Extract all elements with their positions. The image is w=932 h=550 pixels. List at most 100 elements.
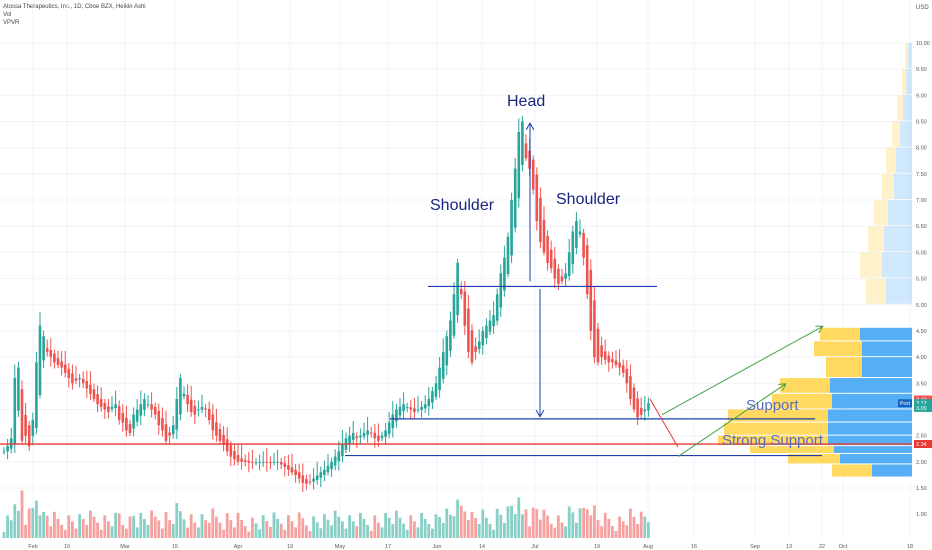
candle-body [618, 362, 621, 368]
volume-bar [283, 529, 287, 538]
candle-body [236, 455, 240, 462]
candle-body [456, 262, 459, 315]
candle-body [135, 409, 139, 422]
volume-bar [643, 516, 647, 538]
candle-body [175, 399, 179, 430]
volume-bar [474, 518, 477, 538]
candle-body [452, 294, 456, 336]
price-tick: 1.00 [916, 512, 927, 518]
price-tick: 6.00 [916, 250, 927, 256]
volume-bar [333, 510, 337, 538]
volume-bar [575, 522, 578, 538]
candle-body [164, 424, 168, 441]
volume-bar [204, 520, 207, 538]
profile-down-bar [832, 464, 872, 477]
candle-body [369, 432, 373, 434]
candle-body [315, 475, 319, 481]
volume-bar [200, 514, 204, 538]
volume-bar [150, 510, 153, 538]
candle-body [2, 451, 6, 453]
volume-bar [229, 520, 233, 538]
candle-body [204, 408, 207, 410]
candle-body [45, 348, 49, 352]
price-axis: USD1.001.502.002.503.003.504.004.505.005… [898, 0, 932, 550]
profile-down-bar [860, 252, 882, 278]
price-tick: 7.50 [916, 172, 927, 178]
price-tick: 2.50 [916, 434, 927, 440]
price-tick: 9.00 [916, 93, 927, 99]
candle-body [632, 387, 636, 410]
breakdown-line [649, 398, 679, 448]
candle-body [229, 445, 233, 457]
candle-body [510, 200, 513, 256]
volume-bar [240, 520, 243, 538]
time-tick: Jul [531, 544, 538, 550]
candle-body [319, 472, 323, 478]
profile-up-bar [884, 226, 912, 252]
candle-body [524, 143, 528, 159]
profile-down-bar [750, 446, 834, 453]
candle-body [125, 417, 128, 431]
price-tick: 6.50 [916, 224, 927, 230]
candle-body [629, 376, 632, 399]
indicator-vol-label[interactable]: Vol [3, 12, 12, 18]
volume-bar [290, 521, 294, 538]
volume-bar [168, 520, 171, 538]
candle-body [128, 424, 132, 434]
volume-bar [110, 526, 114, 538]
volume-bar [269, 526, 272, 538]
candle-body [395, 409, 398, 422]
candle-body [312, 478, 315, 482]
price-tick: 3.50 [916, 381, 927, 387]
price-tick: 10.00 [916, 41, 930, 47]
candle-body [200, 406, 204, 410]
candle-body [207, 408, 211, 420]
volume-bar [157, 520, 161, 538]
time-tick: 22 [819, 544, 825, 550]
volume-bar [236, 512, 240, 538]
volume-bar [319, 528, 323, 538]
profile-down-bar [886, 147, 896, 173]
volume-bar [171, 524, 175, 538]
volume-bar [218, 522, 222, 538]
candle-body [621, 365, 625, 373]
volume-bar [175, 503, 179, 538]
volume-bar [323, 514, 326, 538]
profile-up-bar [828, 422, 912, 435]
price-tick: 5.00 [916, 303, 927, 309]
volume-bar [182, 519, 186, 538]
candle-body [495, 294, 499, 321]
time-tick: 14 [479, 544, 485, 550]
volume-bar [366, 524, 369, 538]
candle-body [186, 394, 189, 405]
candle-body [269, 462, 272, 464]
profile-up-bar [862, 357, 912, 378]
volume-bar [27, 508, 31, 538]
indicator-vpvr-label[interactable]: VPVR [3, 20, 20, 26]
profile-up-bar [860, 327, 912, 341]
volume-bar [251, 517, 254, 538]
candle-body [297, 472, 301, 479]
candle-body [171, 425, 175, 435]
candle-body [341, 443, 344, 457]
volume-bar [143, 519, 146, 538]
candle-body [539, 197, 542, 242]
candle-body [71, 373, 74, 384]
volume-bar [535, 509, 539, 538]
candle-body [607, 355, 611, 363]
volume-bar [117, 513, 121, 538]
candle-body [67, 368, 71, 379]
volume-bar [53, 511, 56, 538]
volume-bar [632, 516, 636, 538]
volume-bar [528, 526, 531, 538]
time-tick: 19 [287, 544, 293, 550]
volume-bar [186, 527, 189, 538]
candle-body [49, 350, 53, 358]
candle-body [287, 465, 290, 470]
volume-bar [261, 515, 265, 538]
profile-down-bar [866, 278, 886, 304]
volume-bar [391, 523, 395, 538]
time-axis: Feb 10 Mar 15 Apr 19 May 17 Jun 14 Jul 19 Aug 16 Sep 13… [0, 540, 913, 550]
candle-body [182, 393, 186, 397]
